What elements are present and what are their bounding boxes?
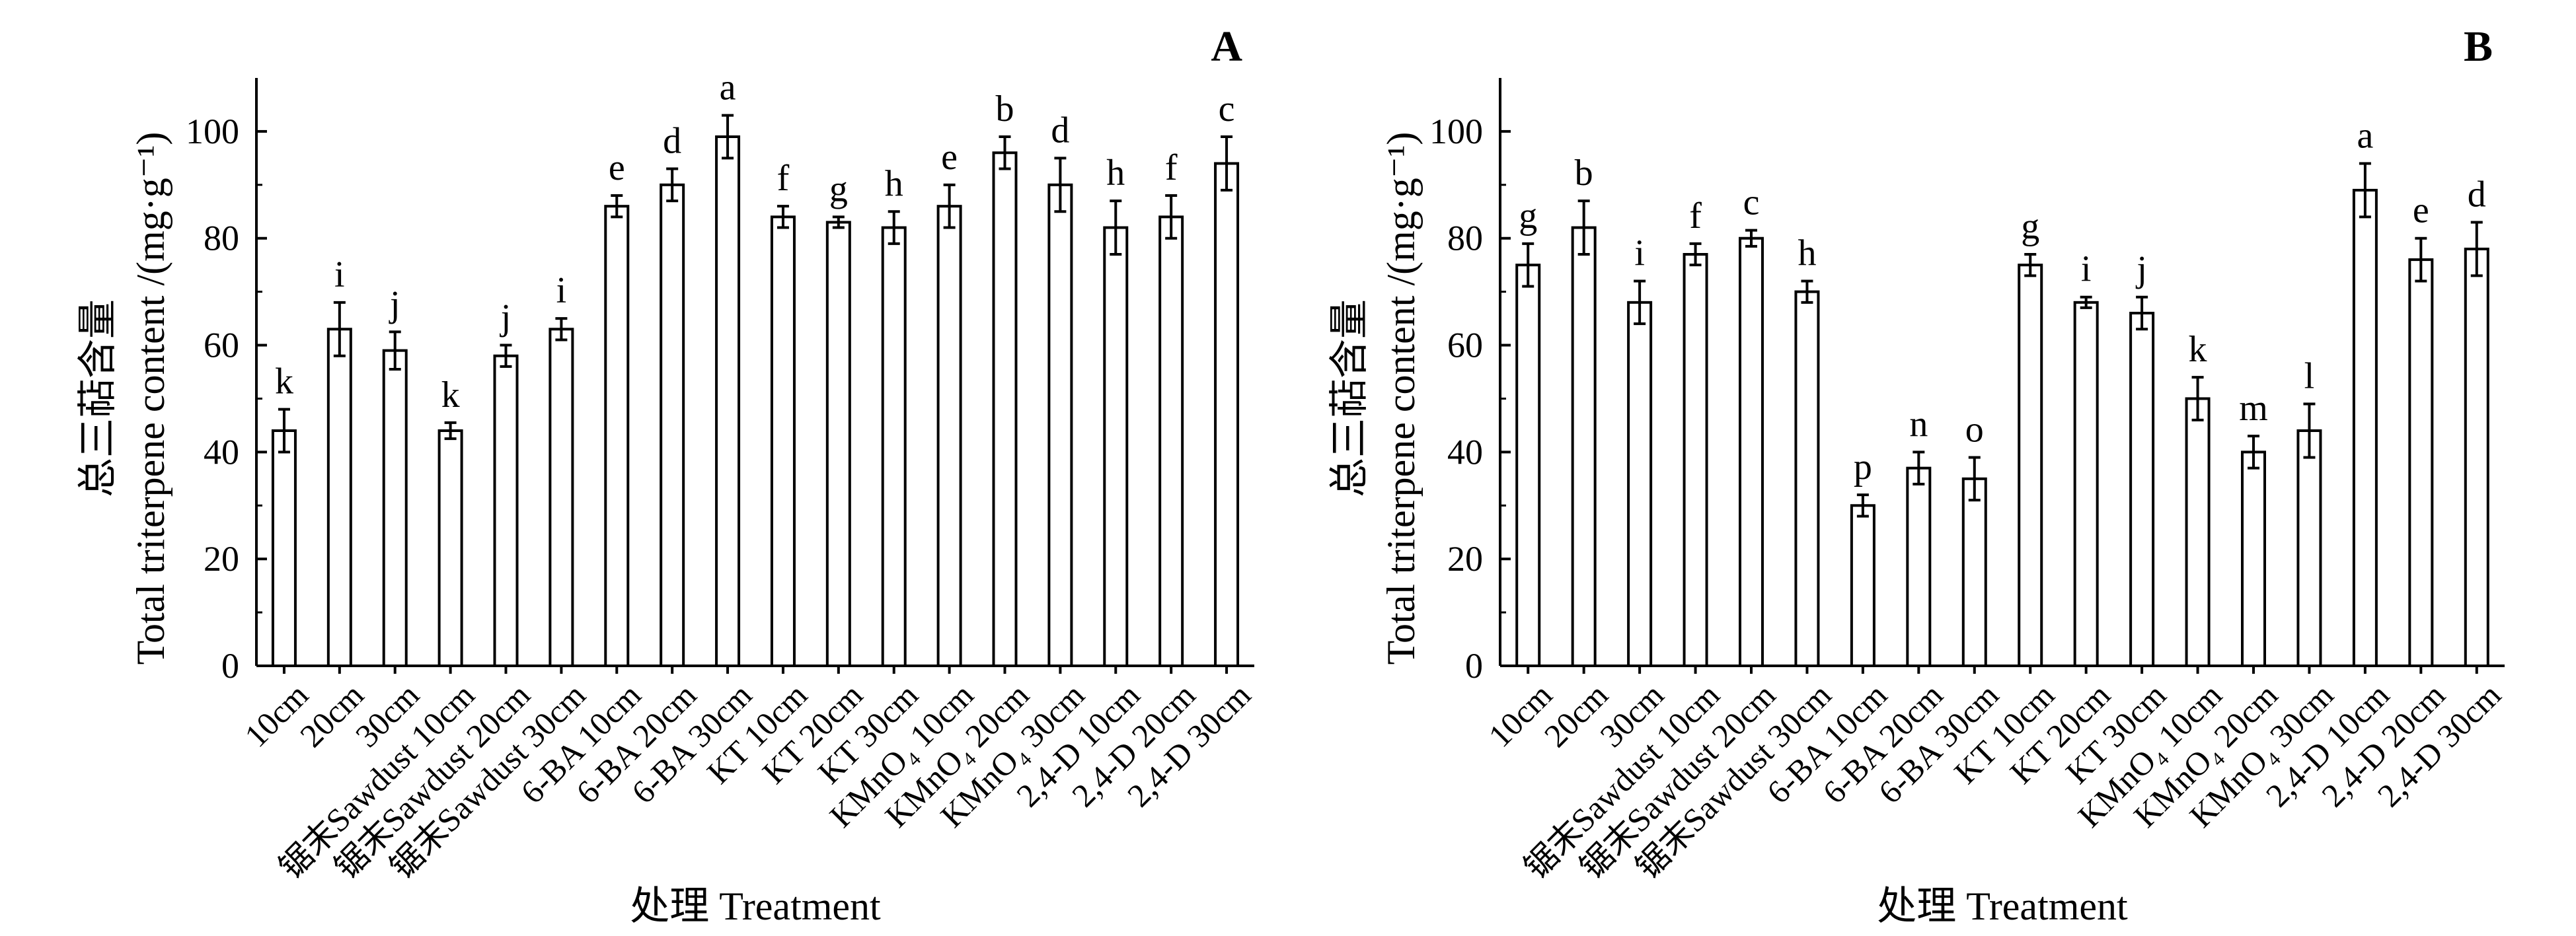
significance-label: e <box>609 147 625 188</box>
significance-label: a <box>2357 115 2373 156</box>
bar <box>2241 450 2266 667</box>
bar <box>660 183 685 667</box>
significance-label: j <box>389 283 400 324</box>
x-tick-label: 20cm <box>1537 676 1615 754</box>
significance-label: l <box>2304 356 2315 397</box>
significance-label: h <box>1798 233 1816 273</box>
significance-label: i <box>556 270 567 311</box>
significance-label: b <box>1575 153 1593 194</box>
bar <box>271 429 297 667</box>
significance-label: a <box>720 67 736 108</box>
significance-label: k <box>2189 329 2207 370</box>
significance-label: d <box>1051 110 1069 151</box>
bar <box>2296 429 2322 667</box>
y-tick-label: 20 <box>204 539 239 579</box>
y-tick-label: 0 <box>1465 646 1483 686</box>
y-tick-label: 40 <box>204 432 239 472</box>
significance-label: d <box>663 121 681 162</box>
significance-label: o <box>1965 409 1984 450</box>
y-tick-label: 80 <box>1447 219 1483 258</box>
y-tick-label: 80 <box>204 219 239 258</box>
y-axis-title-cn: 总三萜含量 <box>1328 299 1371 497</box>
bar <box>1103 226 1129 667</box>
bar <box>549 328 574 667</box>
y-tick-label: 40 <box>1447 432 1483 472</box>
y-axis-title-en: Total triterpene content /(mg·g⁻¹) <box>129 132 172 665</box>
significance-label: k <box>441 375 460 415</box>
bar <box>2185 397 2211 667</box>
bar <box>825 221 851 668</box>
bar <box>604 205 630 667</box>
bar <box>1214 162 1240 668</box>
significance-label: i <box>334 254 345 295</box>
bar <box>1047 183 1073 667</box>
significance-label: g <box>2021 206 2039 247</box>
significance-label: i <box>2081 249 2092 290</box>
significance-label: f <box>777 158 790 199</box>
y-tick-label: 100 <box>1429 112 1483 151</box>
significance-label: g <box>1519 196 1537 236</box>
bar <box>715 135 741 667</box>
y-axis-title-en: Total triterpene content /(mg·g⁻¹) <box>1379 132 1423 665</box>
bar <box>437 429 463 667</box>
significance-label: c <box>1219 89 1235 129</box>
significance-label: m <box>2239 388 2268 429</box>
y-tick-label: 0 <box>221 646 239 686</box>
panel-letter: B <box>2464 22 2493 71</box>
bar <box>1683 253 1708 667</box>
panel-letter: A <box>1211 22 1242 71</box>
bar <box>382 349 408 667</box>
significance-label: j <box>500 297 511 338</box>
significance-label: j <box>2135 249 2147 290</box>
x-axis-title: 处理 Treatment <box>1877 884 2128 928</box>
bar <box>493 354 519 668</box>
bar <box>1739 236 1764 667</box>
bar <box>2018 264 2043 667</box>
y-tick-label: 60 <box>204 326 239 365</box>
bar <box>1571 226 1597 667</box>
bar <box>992 151 1018 668</box>
bar <box>1158 215 1184 667</box>
bar <box>1961 477 1987 667</box>
significance-label: h <box>1106 153 1125 194</box>
y-axis-title-cn: 总三萜含量 <box>76 299 120 497</box>
bar <box>2073 301 2099 667</box>
bar <box>1906 466 1932 667</box>
significance-label: e <box>941 137 958 178</box>
bar <box>1515 264 1541 667</box>
x-tick-label: 10cm <box>1481 676 1559 754</box>
bar <box>936 205 962 667</box>
bar <box>2464 247 2489 667</box>
y-tick-label: 20 <box>1447 539 1483 579</box>
significance-label: f <box>1165 147 1178 188</box>
bar <box>770 215 796 667</box>
x-axis-title: 处理 Treatment <box>630 884 881 928</box>
significance-label: p <box>1854 447 1872 487</box>
y-tick-label: 60 <box>1447 326 1483 365</box>
significance-label: k <box>275 361 293 402</box>
significance-label: e <box>2413 190 2429 231</box>
significance-label: n <box>1909 404 1928 445</box>
x-tick-label: 20cm <box>293 676 371 754</box>
bar <box>1627 301 1653 667</box>
significance-label: b <box>996 89 1014 129</box>
significance-label: i <box>1634 233 1645 273</box>
x-tick-label: 10cm <box>237 676 315 754</box>
bar <box>326 328 352 667</box>
bar <box>1850 504 1875 667</box>
bar <box>881 226 907 667</box>
bar <box>1794 290 1820 667</box>
bar <box>2408 258 2434 668</box>
significance-label: d <box>2468 174 2486 215</box>
significance-label: h <box>885 163 903 204</box>
significance-label: g <box>829 168 848 209</box>
bar <box>2129 312 2155 667</box>
significance-label: f <box>1689 196 1702 236</box>
bar <box>2352 188 2378 667</box>
significance-label: c <box>1743 182 1760 223</box>
y-tick-label: 100 <box>186 112 239 151</box>
